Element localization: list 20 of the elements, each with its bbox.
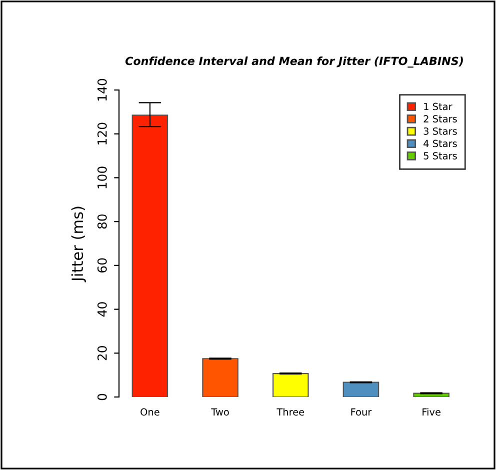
y-tick-label: 80 [97,214,107,229]
y-tick-label: 100 [97,166,107,188]
chart-title: Confidence Interval and Mean for Jitter (IFTO_LABINS) [125,56,463,68]
legend-label: 3 Stars [424,127,457,135]
y-axis-title: Jitter (ms) [71,206,86,282]
legend-label: 4 Stars [424,140,457,148]
legend-label: 1 Star [424,102,452,110]
y-tick-label: 120 [97,122,107,144]
y-tick-label: 0 [97,394,107,400]
x-tick-label: Five [422,408,440,416]
x-tick-label: Four [351,408,372,416]
y-tick-label: 40 [97,302,107,317]
x-tick-label: Three [276,408,304,416]
legend-label: 2 Stars [424,115,457,122]
x-tick-label: Two [211,408,229,416]
y-tick-label: 140 [97,78,107,101]
y-tick-label: 60 [97,258,107,273]
x-tick-label: One [140,408,160,416]
legend-label: 5 Stars [424,152,457,160]
y-tick-label: 20 [97,346,107,360]
